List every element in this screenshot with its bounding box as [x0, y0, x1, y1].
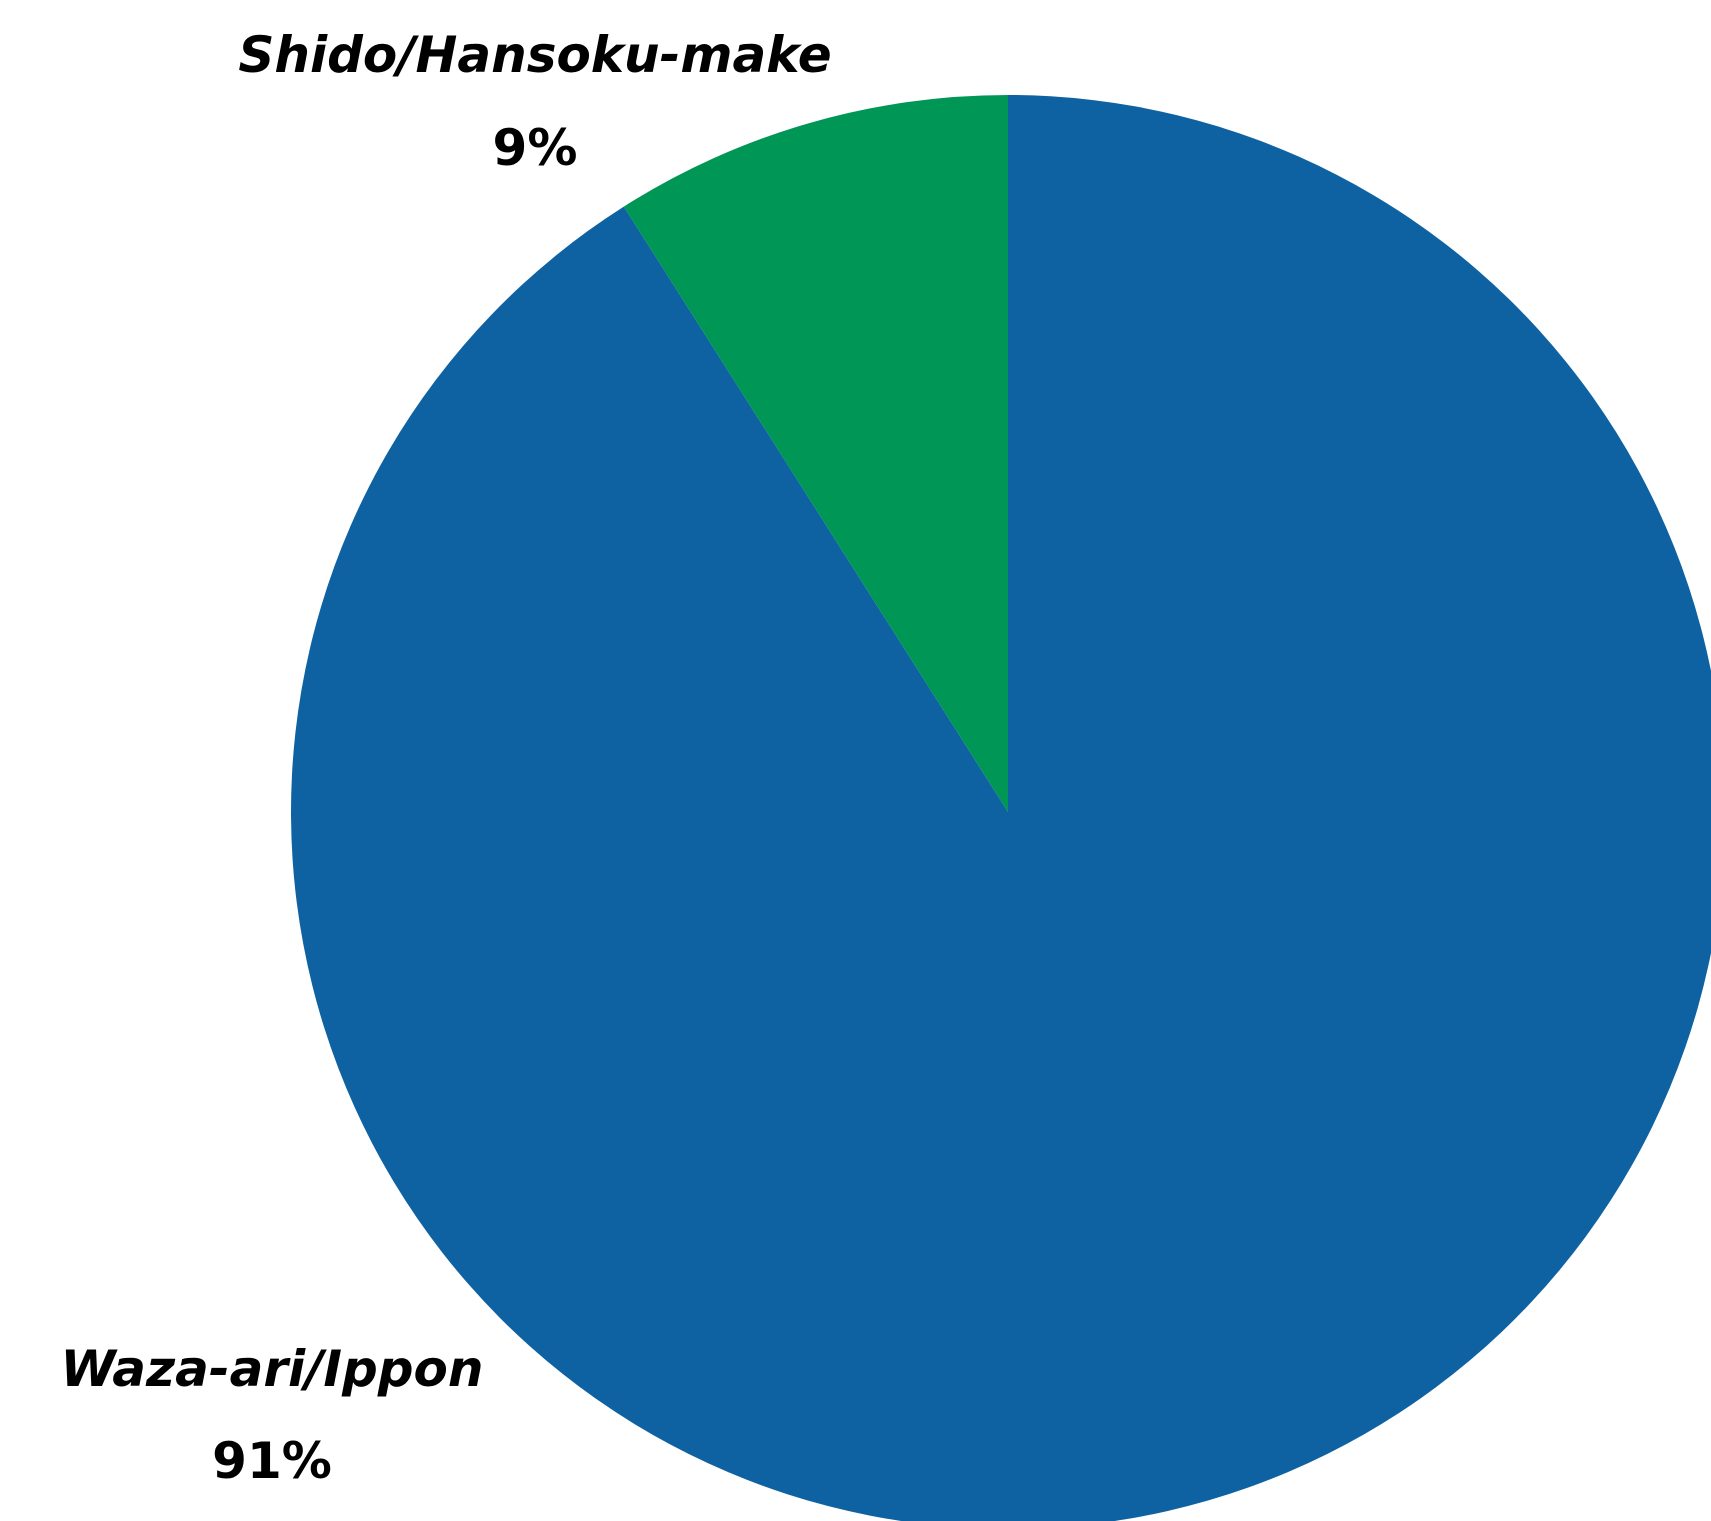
data-label-waza-ari-value: 91%: [212, 1432, 332, 1490]
pie-slices: [291, 94, 1711, 1521]
data-label-shido-name: Shido/Hansoku-make: [238, 26, 831, 84]
data-label-waza-ari: Waza-ari/Ippon 91%: [60, 1340, 483, 1490]
pie-slice-shido-hansoku-make: [623, 94, 1008, 812]
data-label-waza-ari-name: Waza-ari/Ippon: [60, 1340, 483, 1398]
data-label-shido-value: 9%: [493, 119, 578, 177]
data-label-shido: Shido/Hansoku-make 9%: [238, 26, 831, 177]
pie-slice-waza-ari-ippon: [291, 95, 1711, 1521]
